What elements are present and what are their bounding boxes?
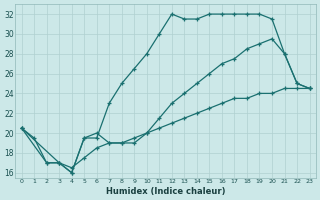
X-axis label: Humidex (Indice chaleur): Humidex (Indice chaleur): [106, 187, 225, 196]
